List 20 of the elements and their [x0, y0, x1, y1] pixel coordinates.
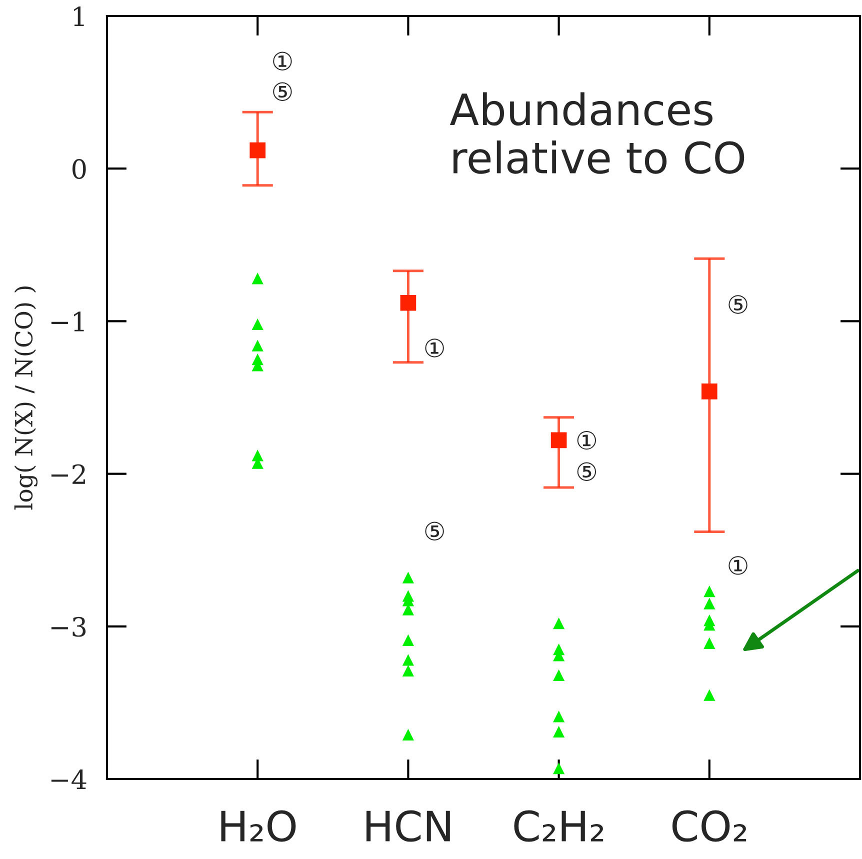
x-tick-label: C₂H₂: [514, 810, 604, 842]
x-tick-label: H₂O: [221, 810, 296, 842]
annotation: ⑤: [728, 295, 748, 314]
y-tick-label: −3: [51, 616, 86, 637]
y-axis-title: log( N(X) / N(CO) ): [14, 286, 38, 510]
annotation: ①: [728, 556, 748, 575]
y-tick-label: −1: [51, 312, 84, 332]
x-tick-label: HCN: [366, 810, 450, 842]
x-tick-label: CO₂: [672, 810, 746, 842]
y-tick-label: 0: [72, 159, 86, 179]
annotation: ⑤: [425, 522, 444, 540]
annotation: ①: [273, 52, 292, 70]
annotation: ⑤: [577, 462, 596, 481]
annotation: ⑤: [273, 82, 292, 101]
y-tick-label: −2: [51, 464, 85, 484]
annotation: ①: [577, 430, 596, 450]
y-tick-label: −4: [51, 769, 86, 790]
annotation: Abundances relative to CO: [450, 92, 744, 174]
y-tick-label: 1: [74, 6, 84, 26]
annotation: ①: [425, 338, 444, 358]
